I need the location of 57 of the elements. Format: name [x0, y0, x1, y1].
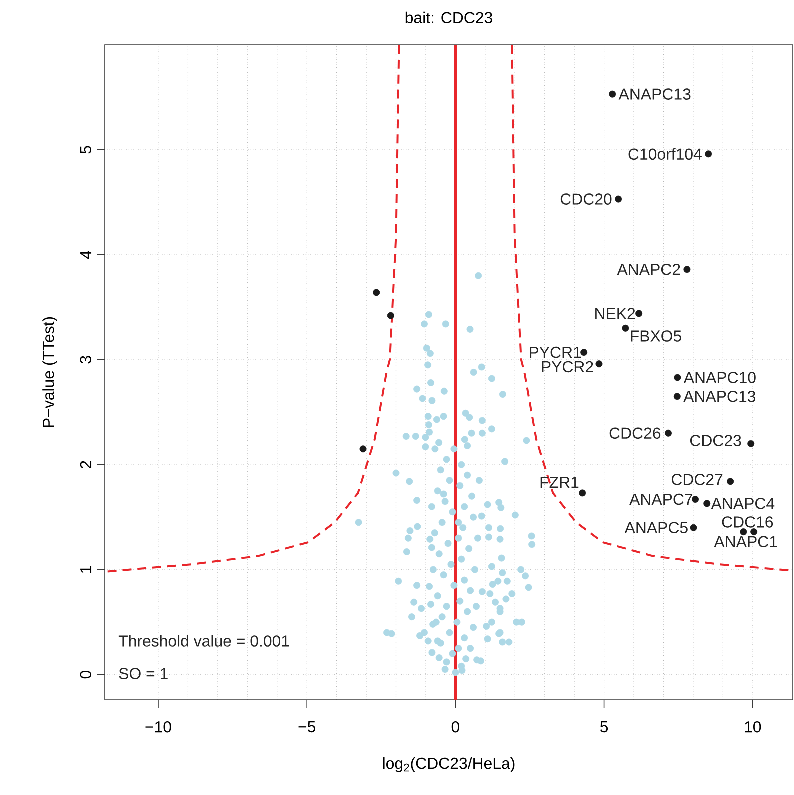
point	[692, 496, 700, 503]
point	[636, 310, 643, 318]
y-tick-label: 3	[80, 356, 92, 364]
y-tick-label: 2	[80, 461, 92, 469]
x-tick-label: 10	[745, 721, 762, 733]
point	[674, 393, 681, 400]
y-tick-label: 1	[80, 566, 92, 574]
point	[740, 528, 748, 536]
annotation: FZR1	[540, 477, 579, 488]
point	[704, 500, 711, 508]
annotation: ANAPC1	[714, 536, 778, 548]
point	[615, 196, 622, 203]
annotation: PYCR1	[530, 346, 582, 358]
annotation: Threshold value = 0.001	[118, 635, 290, 647]
annotation: FBXO5	[631, 330, 682, 342]
annotation: CDC23	[690, 435, 742, 446]
annotation: ANAPC7	[630, 494, 693, 506]
line-series	[105, 44, 400, 573]
point	[373, 289, 380, 296]
annotation: CDC26	[610, 428, 661, 440]
point	[596, 360, 603, 368]
point	[684, 266, 691, 274]
x-tick-label: 5	[600, 721, 608, 733]
y-tick-label: 5	[80, 146, 92, 154]
chart-title: bait: CDC23	[406, 12, 492, 24]
y-tick-label: 0	[80, 671, 92, 679]
point	[690, 524, 698, 532]
annotation: CDC20	[560, 194, 612, 205]
point	[748, 440, 755, 448]
annotation: ANAPC2	[617, 264, 680, 276]
annotation: ANAPC13	[618, 88, 691, 100]
annotation: CDC27	[672, 474, 723, 486]
x-tick-label: 0	[452, 721, 460, 733]
point	[609, 90, 616, 98]
annotation: ANAPC5	[624, 522, 688, 534]
annotation: ANAPC10	[684, 372, 756, 384]
point	[664, 430, 672, 437]
point	[622, 324, 630, 332]
annotation: SO = 1	[119, 668, 168, 680]
point	[360, 446, 367, 453]
x-tick-label: −5	[298, 721, 316, 733]
x-axis-title: log$_{2}$(CDC23/HeLa)	[383, 758, 515, 772]
annotation: ANAPC4	[711, 498, 775, 510]
annotation: ANAPC13	[684, 391, 756, 402]
annotation: CDC16	[722, 516, 774, 528]
point	[387, 312, 394, 320]
annotation: NEK2	[596, 308, 636, 320]
x-tick-label: −10	[146, 721, 172, 733]
point	[579, 490, 586, 497]
annotation: C10orf104	[628, 148, 702, 160]
point	[727, 478, 734, 486]
annotation: PYCR2	[542, 361, 594, 373]
y-tick-label: 4	[80, 250, 92, 260]
point	[705, 150, 712, 158]
point	[750, 528, 758, 536]
point	[674, 374, 682, 382]
y-axis-title: P−value (TTest)	[42, 317, 58, 428]
